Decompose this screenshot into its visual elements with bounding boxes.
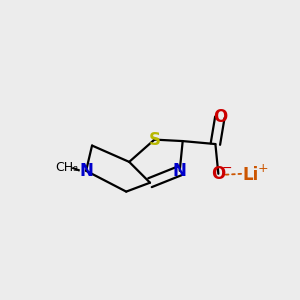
Text: −: − <box>222 162 232 175</box>
Text: +: + <box>258 162 268 175</box>
Text: O: O <box>213 108 227 126</box>
Text: O: O <box>211 165 226 183</box>
Text: CH₃: CH₃ <box>55 161 78 174</box>
Text: S: S <box>148 130 160 148</box>
Text: Li: Li <box>243 166 259 184</box>
Text: N: N <box>79 162 93 180</box>
Text: N: N <box>173 162 187 180</box>
